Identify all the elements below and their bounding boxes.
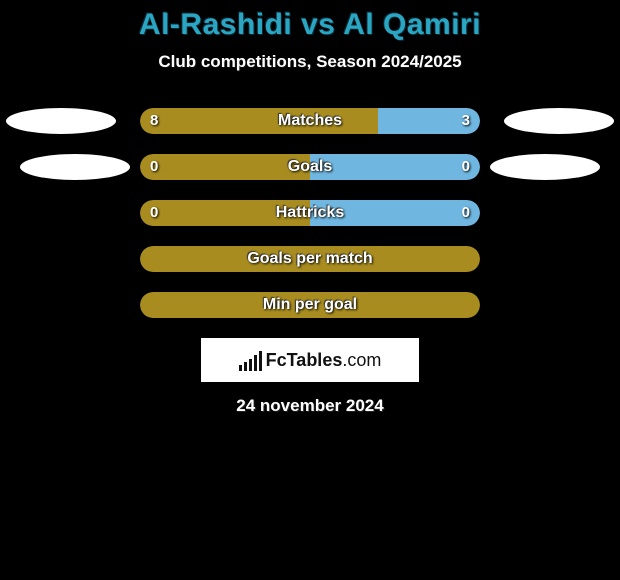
comparison-row: Min per goal [0,292,620,318]
comparison-infographic: Al-Rashidi vs Al Qamiri Club competition… [0,0,620,416]
bar-fill-left [140,154,310,180]
right-oval-icon [490,154,600,180]
comparison-rows: Matches83 Goals00 Hattricks00 Goals per mat… [0,108,620,318]
logo-bar-segment [259,351,262,371]
fctables-logo: FcTables.com [201,338,419,382]
comparison-bar: Min per goal [140,292,480,318]
bar-fill-left [140,108,378,134]
logo-text-bold: FcTables [266,350,343,370]
bar-fill-empty [140,292,480,318]
comparison-bar: Goals00 [140,154,480,180]
logo-bar-segment [244,362,247,371]
bar-fill-empty [140,246,480,272]
logo-bar-segment [254,355,257,371]
logo-text-rest: .com [342,350,381,370]
bar-fill-right [378,108,480,134]
date-label: 24 november 2024 [0,396,620,416]
logo-bars-icon [239,349,262,371]
comparison-bar: Hattricks00 [140,200,480,226]
left-oval-icon [6,108,116,134]
bar-fill-right [310,154,480,180]
logo-bar-segment [239,365,242,371]
bar-fill-left [140,200,310,226]
logo-inner: FcTables.com [239,349,382,371]
logo-bar-segment [249,359,252,371]
right-oval-icon [504,108,614,134]
comparison-row: Matches83 [0,108,620,134]
bar-fill-right [310,200,480,226]
comparison-row: Goals00 [0,154,620,180]
comparison-row: Hattricks00 [0,200,620,226]
comparison-bar: Matches83 [140,108,480,134]
comparison-row: Goals per match [0,246,620,272]
comparison-bar: Goals per match [140,246,480,272]
page-subtitle: Club competitions, Season 2024/2025 [0,52,620,72]
logo-text: FcTables.com [266,350,382,371]
page-title: Al-Rashidi vs Al Qamiri [0,8,620,42]
left-oval-icon [20,154,130,180]
